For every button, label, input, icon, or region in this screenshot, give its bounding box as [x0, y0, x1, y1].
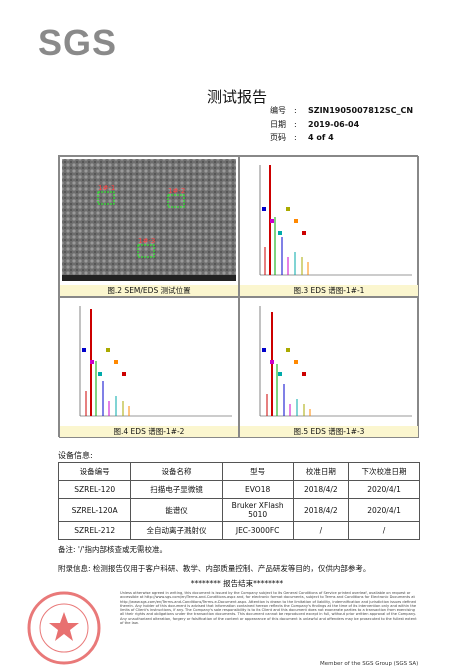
section-heading: 设备信息:	[58, 451, 93, 460]
cell: SZREL-120	[57, 480, 132, 499]
cell: EVO18	[221, 480, 294, 499]
peak-tag	[278, 372, 282, 376]
column-header: 型号	[221, 462, 294, 481]
meta-value: SZIN1905007812SC_CN	[308, 106, 414, 115]
spectrum	[259, 306, 412, 417]
peak-tag	[98, 372, 102, 376]
equipment-table: 设备编号 设备名称 型号 校准日期 下次校准日期 SZREL-120 扫描电子显微镜 EVO1…	[57, 462, 420, 540]
peak-tag	[286, 348, 290, 352]
row: SZREL-120A 能谱仪 Bruker XFlash 5010 2018/4/2 2…	[57, 498, 420, 522]
cell: /	[292, 521, 350, 540]
cell: 全自动离子溅射仪	[130, 521, 223, 540]
appendix: 附录信息: 检测报告仅用于客户科研、教学、内部质量控制、产品研发等目的，仅供内部…	[58, 564, 371, 573]
meta-separator: :	[294, 133, 297, 142]
peak-tag	[106, 348, 110, 352]
logo: SGS	[38, 22, 118, 63]
sem-image: 1#-1 1#-2 1#-3	[62, 159, 236, 281]
stamp	[27, 591, 101, 665]
header-row: 设备编号 设备名称 型号 校准日期 下次校准日期	[57, 462, 420, 481]
meta-value: 4 of 4	[308, 133, 334, 142]
cell: 2020/4/1	[348, 498, 420, 522]
caption: 图.3 EDS 谱图-1#-1	[240, 285, 418, 296]
peak-tag	[262, 348, 266, 352]
meta-separator: :	[294, 106, 297, 115]
column-header: 设备名称	[130, 462, 223, 481]
figure: 1#-1 1#-2 1#-3 图.2 SEM/EDS 测试位置	[59, 156, 239, 297]
cell: 2018/4/2	[292, 480, 350, 499]
cell: Bruker XFlash 5010	[221, 498, 294, 522]
meta-label: 页码	[270, 133, 286, 142]
marker-label: 1#-3	[138, 237, 155, 245]
peak-tag	[278, 231, 282, 235]
meta-row: 页码: 4 of 4	[270, 131, 413, 145]
meta-value: 2019-06-04	[308, 119, 360, 129]
cell: 2020/4/1	[348, 480, 420, 499]
row: SZREL-120 扫描电子显微镜 EVO18 2018/4/2 2020/4/1	[57, 480, 420, 499]
cell: JEC-3000FC	[221, 521, 294, 540]
column-header: 下次校准日期	[348, 462, 420, 481]
marker-label: 1#-1	[98, 184, 115, 192]
peak-tag	[302, 231, 306, 235]
member-line: Member of the SGS Group (SGS SA)	[320, 661, 419, 667]
peak-tag	[286, 207, 290, 211]
spectrum	[259, 165, 412, 276]
row: SZREL-212 全自动离子溅射仪 JEC-3000FC / /	[57, 521, 420, 540]
title: 测试报告	[206, 88, 267, 106]
figure-grid: 1#-1 1#-2 1#-3 图.2 SEM/EDS 测试位置 图.3 EDS …	[58, 155, 419, 438]
meta-separator: :	[294, 119, 297, 129]
peak-tag	[270, 219, 274, 223]
peak-tag	[90, 360, 94, 364]
meta-label: 日期	[270, 119, 286, 129]
caption: 图.4 EDS 谱图-1#-2	[60, 426, 238, 437]
meta-label: 编号	[270, 106, 286, 115]
meta-row: 日期: 2019-06-04	[270, 118, 413, 132]
peak-tag	[294, 219, 298, 223]
figure: 图.4 EDS 谱图-1#-2	[59, 297, 239, 438]
peak-tag	[82, 348, 86, 352]
cell: 扫描电子显微镜	[130, 480, 223, 499]
figure: 图.3 EDS 谱图-1#-1	[239, 156, 419, 297]
note: 备注: '/'指内部核查或无需校准。	[58, 545, 168, 554]
caption: 图.5 EDS 谱图-1#-3	[240, 426, 418, 437]
cell: 2018/4/2	[292, 498, 350, 522]
peak-tag	[302, 372, 306, 376]
spectrum	[79, 306, 232, 417]
disclaimer: Unless otherwise agreed in writing, this…	[120, 591, 417, 626]
marker-label: 1#-2	[168, 187, 185, 195]
peak-tag	[114, 360, 118, 364]
meta: 编号: SZIN1905007812SC_CN 日期: 2019-06-04 页码: 4 …	[270, 104, 413, 145]
figure: 图.5 EDS 谱图-1#-3	[239, 297, 419, 438]
cell: SZREL-120A	[57, 498, 132, 522]
cell: 能谱仪	[130, 498, 223, 522]
meta-row: 编号: SZIN1905007812SC_CN	[270, 104, 413, 118]
peak-tag	[262, 207, 266, 211]
caption: 图.2 SEM/EDS 测试位置	[60, 285, 238, 296]
cell: SZREL-212	[57, 521, 132, 540]
peak-tag	[122, 372, 126, 376]
peak-tag	[294, 360, 298, 364]
cell: /	[348, 521, 420, 540]
column-header: 设备编号	[57, 462, 132, 481]
column-header: 校准日期	[292, 462, 350, 481]
peak-tag	[270, 360, 274, 364]
end-mark: ******** 报告结束********	[190, 579, 284, 588]
